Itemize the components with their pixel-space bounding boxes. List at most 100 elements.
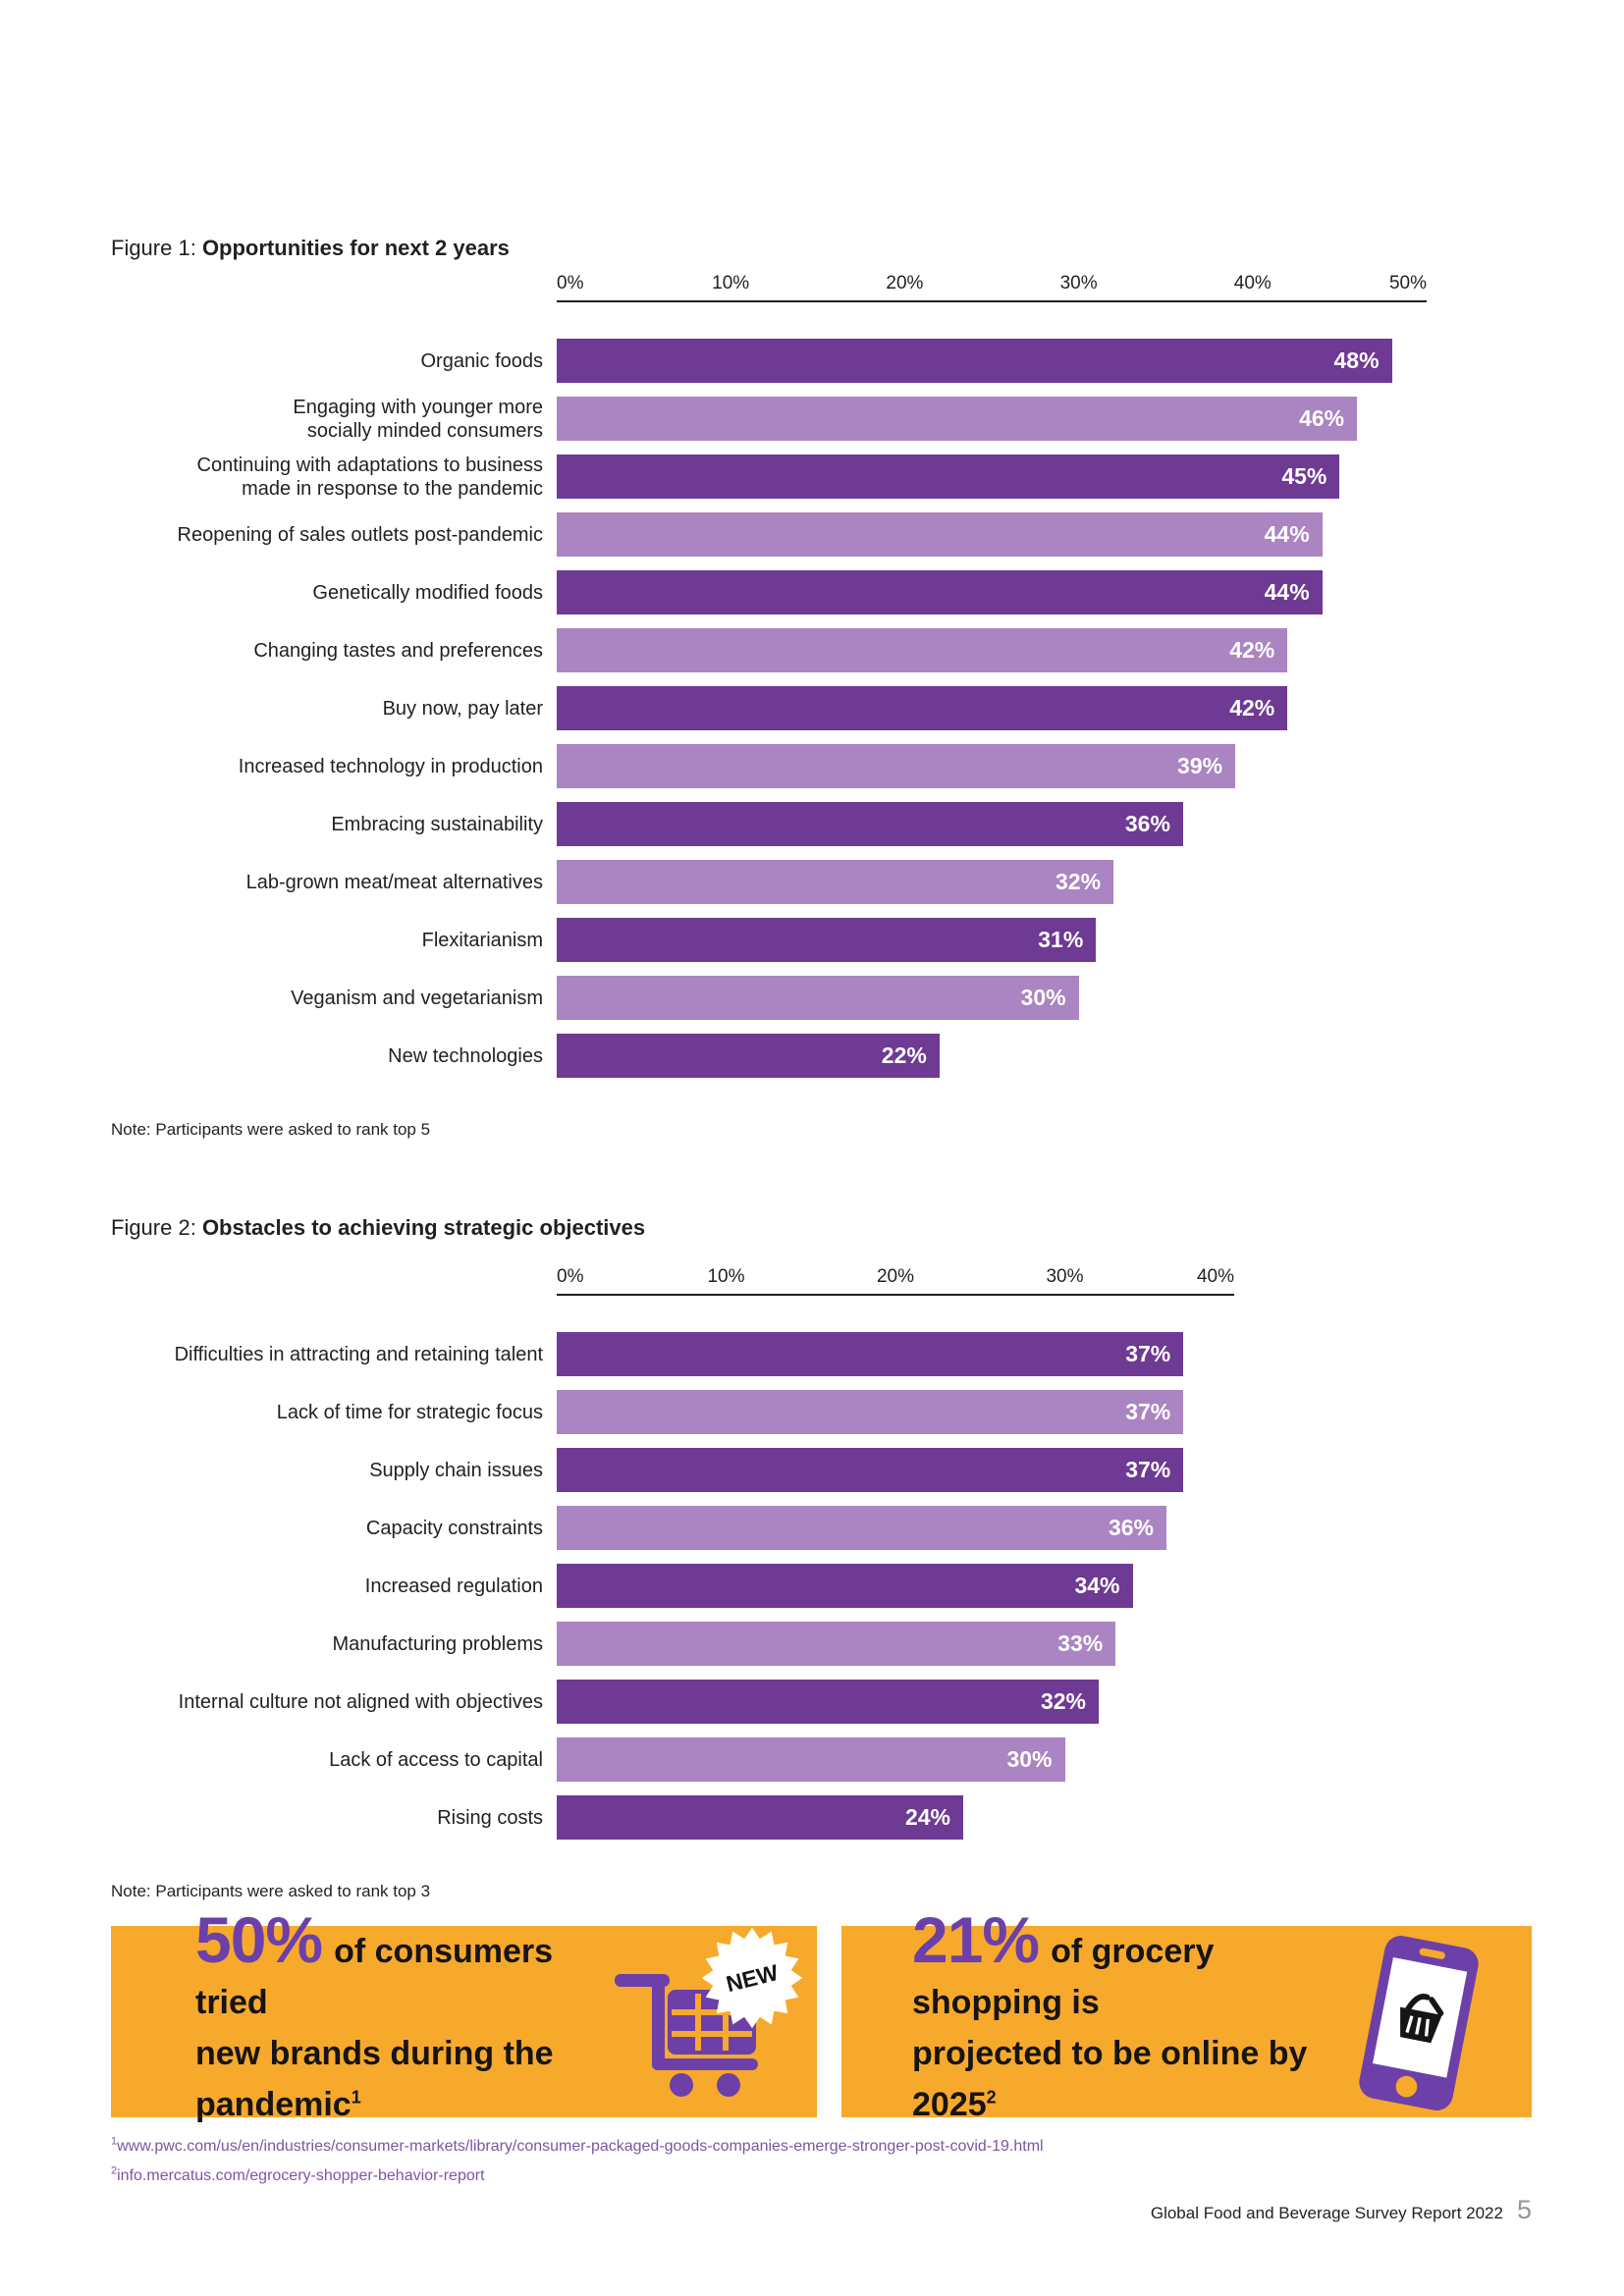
chart-bar-row: Buy now, pay later 42% — [111, 679, 1532, 737]
figure1-axis-row: 0% 10% 20% 30% 40% 50% — [111, 273, 1532, 302]
bar-category-label: Continuing with adaptations to business … — [196, 454, 543, 500]
bar: 39% — [557, 744, 1236, 788]
bar-track: 48% — [557, 339, 1427, 383]
figure2-x-axis: 0% 10% 20% 30% 40% — [557, 1266, 1234, 1296]
bar: 46% — [557, 397, 1358, 441]
page-footer: Global Food and Beverage Survey Report 2… — [1151, 2195, 1532, 2225]
bar-track: 33% — [557, 1622, 1234, 1666]
footnotes: 1www.pwc.com/us/en/industries/consumer-m… — [111, 2132, 1044, 2191]
bar: 37% — [557, 1448, 1184, 1492]
stat-text-line1: of grocery shopping is — [912, 1932, 1215, 2021]
chart-bar-row: Increased regulation 34% — [111, 1557, 1532, 1615]
chart-bar-row: Lab-grown meat/meat alternatives 32% — [111, 853, 1532, 911]
bar-value-label: 37% — [1125, 1457, 1171, 1482]
axis-tick-label: 0% — [557, 273, 584, 294]
bar: 37% — [557, 1390, 1184, 1434]
bar-category-label: Lack of access to capital — [329, 1748, 543, 1771]
bar-track: 30% — [557, 1737, 1234, 1782]
figure2-bar-chart: 0% 10% 20% 30% 40% Difficulties in attractin… — [111, 1266, 1532, 1846]
axis-tick-label: 30% — [1046, 1266, 1084, 1287]
stat-text-line1: of consumers tried — [195, 1932, 554, 2021]
bar-category-label: Lack of time for strategic focus — [276, 1401, 543, 1423]
bar-value-label: 37% — [1125, 1341, 1171, 1366]
bar-track: 22% — [557, 1034, 1427, 1078]
bar-track: 44% — [557, 570, 1427, 614]
chart-bar-row: Capacity constraints 36% — [111, 1499, 1532, 1557]
axis-tick-label: 20% — [876, 1266, 915, 1287]
figure2-axis-row: 0% 10% 20% 30% 40% — [111, 1266, 1532, 1296]
bar-category-label: Flexitarianism — [421, 929, 543, 951]
bar-track: 45% — [557, 454, 1427, 499]
chart-bar-row: Lack of time for strategic focus 37% — [111, 1383, 1532, 1441]
chart-bar-row: Genetically modified foods 44% — [111, 563, 1532, 621]
basket-glyph — [1400, 1993, 1444, 2043]
bar-track: 44% — [557, 512, 1427, 557]
bar: 24% — [557, 1795, 963, 1840]
bar-category-label: Difficulties in attracting and retaining… — [174, 1343, 543, 1365]
chart-bar-row: Difficulties in attracting and retaining… — [111, 1325, 1532, 1383]
stat-text-line2: projected to be online by 2025 — [912, 2034, 1308, 2123]
chart-bar-row: Engaging with younger more socially mind… — [111, 390, 1532, 448]
highlight-text: 50% of consumers tried new brands during … — [195, 1907, 613, 2130]
bar-value-label: 32% — [1040, 1688, 1086, 1714]
bar-track: 34% — [557, 1564, 1234, 1608]
chart-bar-row: Rising costs 24% — [111, 1789, 1532, 1846]
bar-track: 46% — [557, 397, 1427, 441]
chart-bar-row: Embracing sustainability 36% — [111, 795, 1532, 853]
bar-track: 36% — [557, 1506, 1234, 1550]
chart-bar-row: Organic foods 48% — [111, 332, 1532, 390]
bar-track: 32% — [557, 860, 1427, 904]
bar-track: 39% — [557, 744, 1427, 788]
axis-tick-label: 40% — [1196, 1266, 1234, 1287]
new-badge-starburst: NEW — [701, 1927, 803, 2028]
highlight-stats: 50% of consumers tried new brands during … — [111, 1907, 1532, 2123]
footnote-marker: 1 — [351, 2087, 361, 2108]
stat-value: 50% — [195, 1902, 323, 1976]
bar-value-label: 39% — [1177, 753, 1223, 778]
bar: 30% — [557, 1737, 1065, 1782]
bar-track: 42% — [557, 686, 1427, 730]
bar: 42% — [557, 686, 1288, 730]
bar: 44% — [557, 570, 1323, 614]
figure2-section: Figure 2: Obstacles to achieving strateg… — [111, 1215, 1532, 1901]
bar: 32% — [557, 1680, 1099, 1724]
bar: 30% — [557, 976, 1079, 1020]
figure1-note: Note: Participants were asked to rank to… — [111, 1120, 431, 1139]
footnote-link[interactable]: 2info.mercatus.com/egrocery-shopper-beha… — [111, 2162, 1044, 2191]
bar: 37% — [557, 1332, 1184, 1376]
footnote-link[interactable]: 1www.pwc.com/us/en/industries/consumer-m… — [111, 2132, 1044, 2162]
axis-tick-label: 30% — [1059, 273, 1098, 294]
bar: 48% — [557, 339, 1392, 383]
bar: 36% — [557, 802, 1183, 846]
smartphone-basket-icon — [1345, 1934, 1492, 2110]
figure1-title-text: Opportunities for next 2 years — [201, 236, 510, 260]
footnote-url[interactable]: info.mercatus.com/egrocery-shopper-behav… — [117, 2167, 485, 2184]
shopping-cart-icon: NEW — [613, 1927, 803, 2106]
bar-category-label: Rising costs — [437, 1806, 543, 1829]
chart-bar-row: Supply chain issues 37% — [111, 1441, 1532, 1499]
bar: 32% — [557, 860, 1114, 904]
footnote-marker: 2 — [111, 2164, 118, 2177]
bar-value-label: 44% — [1264, 521, 1310, 547]
bar-track: 37% — [557, 1448, 1234, 1492]
bar: 36% — [557, 1506, 1166, 1550]
bar-category-label: Lab-grown meat/meat alternatives — [245, 871, 543, 893]
footer-page-number: 5 — [1516, 2195, 1532, 2224]
bar-value-label: 46% — [1299, 405, 1345, 431]
bar-value-label: 24% — [904, 1804, 950, 1830]
bar-track: 37% — [557, 1390, 1234, 1434]
footnote-url[interactable]: www.pwc.com/us/en/industries/consumer-ma… — [117, 2138, 1044, 2155]
footnote-marker: 2 — [986, 2087, 997, 2108]
bar-track: 24% — [557, 1795, 1234, 1840]
highlight-box-new-brands: 50% of consumers tried new brands during … — [111, 1907, 817, 2123]
chart-bar-row: Veganism and vegetarianism 30% — [111, 969, 1532, 1027]
figure1-label-prefix: Figure 1: — [111, 236, 202, 260]
chart-bar-row: Changing tastes and preferences 42% — [111, 621, 1532, 679]
stat-value: 21% — [912, 1902, 1040, 1976]
bar-category-label: Organic foods — [420, 349, 543, 372]
figure1-x-axis: 0% 10% 20% 30% 40% 50% — [557, 273, 1427, 302]
bar-value-label: 30% — [1006, 1746, 1053, 1772]
phone-glyph — [1359, 1935, 1479, 2110]
chart-bar-row: Manufacturing problems 33% — [111, 1615, 1532, 1673]
figure2-note: Note: Participants were asked to rank to… — [111, 1882, 431, 1900]
